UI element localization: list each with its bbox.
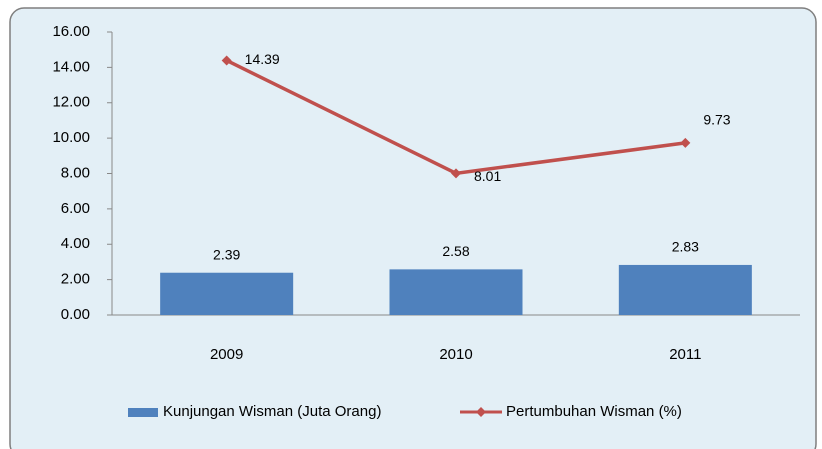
legend-marker: [476, 407, 486, 417]
line-value-label: 8.01: [474, 168, 501, 184]
bar-value-label: 2.39: [213, 246, 240, 262]
line-marker: [221, 55, 232, 66]
x-tick-label: 2009: [210, 346, 243, 363]
line-marker: [451, 168, 461, 179]
bar-value-label: 2.58: [442, 243, 469, 259]
y-tick-label: 6.00: [61, 200, 90, 217]
bar: [389, 269, 523, 315]
y-tick-label: 2.00: [61, 271, 90, 288]
legend-label: Kunjungan Wisman (Juta Orang): [163, 403, 381, 420]
y-tick-label: 0.00: [61, 306, 90, 323]
y-tick-label: 10.00: [52, 129, 90, 146]
y-tick-label: 4.00: [61, 235, 90, 252]
bar-value-label: 2.83: [672, 239, 699, 255]
y-tick-label: 14.00: [52, 58, 90, 75]
line-marker: [680, 137, 691, 148]
bar: [618, 264, 752, 315]
y-tick-label: 8.00: [61, 164, 90, 181]
x-tick-label: 2011: [669, 346, 701, 363]
line-value-label: 9.73: [703, 112, 730, 128]
bar: [160, 272, 294, 315]
x-tick-label: 2010: [439, 346, 472, 363]
legend-swatch: [128, 408, 158, 417]
y-tick-label: 16.00: [52, 23, 90, 40]
y-tick-label: 12.00: [52, 94, 90, 111]
legend-label: Pertumbuhan Wisman (%): [506, 403, 682, 420]
chart-frame: [9, 7, 817, 449]
line-value-label: 14.39: [245, 51, 280, 67]
